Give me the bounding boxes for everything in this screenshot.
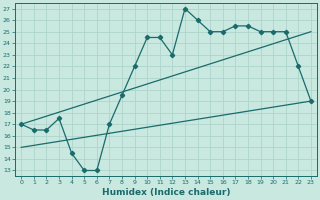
X-axis label: Humidex (Indice chaleur): Humidex (Indice chaleur) <box>102 188 230 197</box>
